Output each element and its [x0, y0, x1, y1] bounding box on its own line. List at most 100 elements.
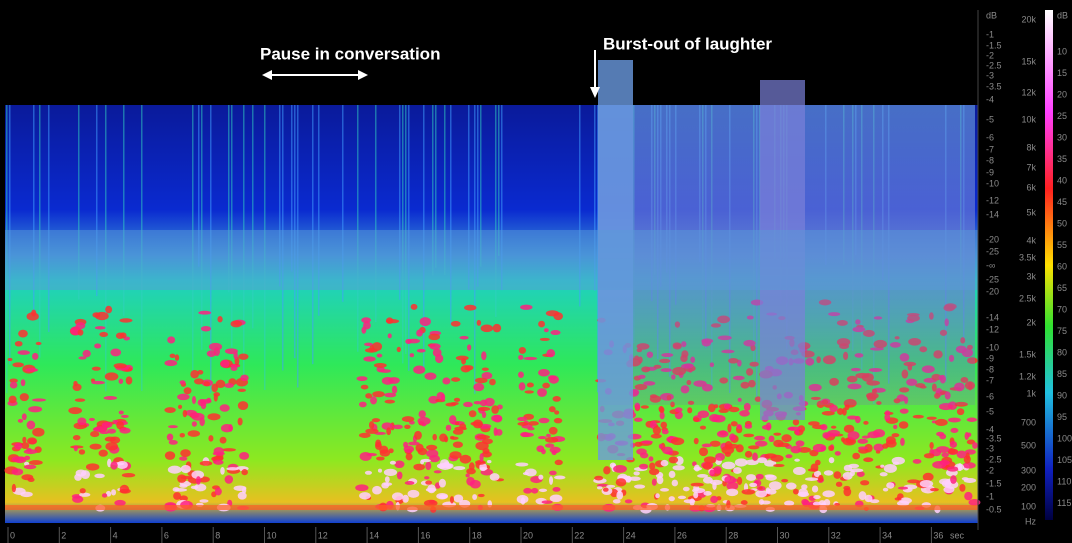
frequency-label: 3.5k [1019, 252, 1037, 262]
blob [183, 410, 187, 417]
blob [815, 460, 821, 466]
blob [700, 426, 706, 430]
blob [540, 338, 550, 341]
streak [231, 105, 233, 348]
blob [90, 431, 99, 437]
blob [550, 330, 560, 335]
level-label: -3 [986, 443, 994, 453]
blob [731, 421, 738, 426]
blob [408, 442, 420, 446]
blob [164, 360, 177, 366]
blob [836, 482, 842, 487]
blob [852, 453, 860, 460]
blob [126, 376, 133, 384]
blob [18, 419, 23, 423]
level-label: -10 [986, 178, 999, 188]
blob [378, 469, 382, 473]
blob [641, 405, 649, 409]
blob [68, 407, 82, 414]
blob [192, 421, 197, 427]
blob [361, 317, 371, 323]
blob [435, 354, 443, 363]
blob [947, 466, 959, 471]
blob [824, 470, 834, 475]
blob [361, 385, 369, 390]
blob [201, 401, 207, 409]
blob [733, 467, 742, 474]
blob [491, 405, 499, 414]
blob [79, 493, 90, 497]
blob [451, 377, 460, 382]
blob [426, 488, 437, 492]
spectrogram-screen: Pause in conversation Burst-out of laugh… [0, 0, 1072, 543]
time-label: 18 [472, 530, 482, 540]
blob [494, 427, 498, 436]
blob [14, 443, 22, 450]
blob [675, 407, 683, 412]
blob [552, 450, 557, 455]
blob [181, 465, 191, 473]
blob [450, 436, 454, 439]
blob [241, 469, 248, 475]
time-label: 32 [831, 530, 841, 540]
level-label: -2 [986, 50, 994, 60]
blob [537, 388, 547, 397]
blob [411, 304, 418, 310]
time-label: 4 [113, 530, 118, 540]
blob [79, 449, 85, 454]
blob [515, 462, 528, 466]
level-label: -12 [986, 324, 999, 334]
color-label: 50 [1057, 218, 1067, 228]
blob [552, 487, 560, 492]
level-label: -8 [986, 155, 994, 165]
blob [413, 366, 425, 374]
blob [652, 478, 657, 485]
level-label: -1.5 [986, 478, 1002, 488]
blob [693, 417, 699, 422]
color-label: 30 [1057, 132, 1067, 142]
frequency-unit: Hz [1025, 516, 1036, 526]
blob [549, 427, 558, 435]
blob [465, 365, 474, 370]
blob [798, 492, 810, 497]
blob [31, 310, 36, 317]
blob [555, 460, 563, 465]
color-label: 55 [1057, 240, 1067, 250]
blob [220, 404, 230, 411]
blob [456, 356, 469, 361]
blob [402, 495, 409, 503]
blob [426, 449, 438, 457]
blob [884, 464, 897, 473]
blob [442, 377, 450, 384]
blob [769, 436, 775, 443]
blob [536, 445, 544, 452]
blob [12, 362, 24, 367]
color-label: 105 [1057, 455, 1072, 465]
blob [672, 480, 678, 487]
blob [545, 437, 558, 443]
blob [206, 398, 211, 403]
blob [475, 378, 488, 384]
blob [439, 494, 448, 498]
streak [450, 105, 452, 323]
blob [867, 431, 880, 438]
blob [662, 429, 669, 434]
blob [450, 402, 458, 405]
blob [813, 495, 820, 499]
blob [739, 410, 750, 416]
blob [394, 461, 404, 469]
blob [402, 416, 414, 422]
blob [369, 345, 374, 352]
blob [715, 453, 725, 461]
blob [25, 368, 38, 372]
frequency-label: 12k [1021, 87, 1036, 97]
blob [710, 496, 718, 503]
blob [927, 417, 937, 420]
blob [406, 453, 413, 460]
blob [432, 434, 437, 441]
color-label: 115 [1057, 498, 1071, 508]
blob [759, 487, 763, 490]
blob [765, 475, 776, 481]
blob [22, 437, 26, 443]
blob [793, 467, 806, 475]
